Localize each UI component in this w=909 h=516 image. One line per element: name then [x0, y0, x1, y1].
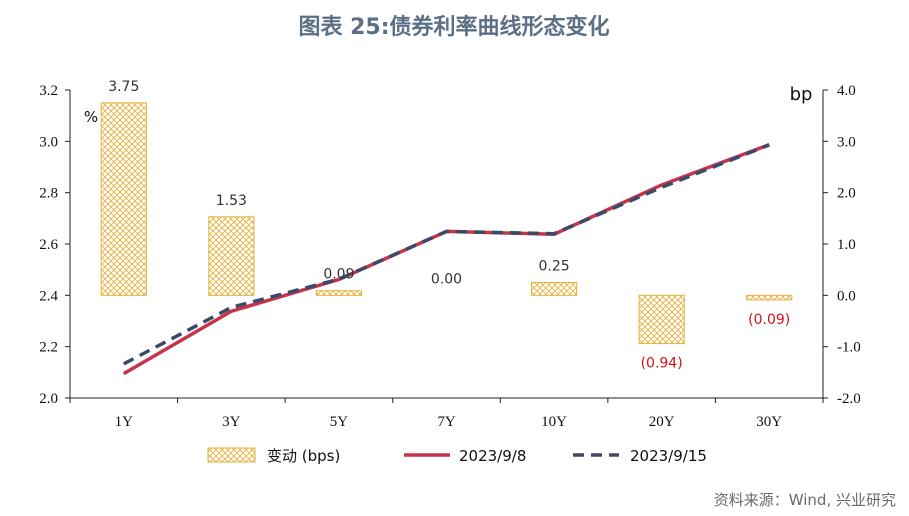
left-tick-label: 3.2 [39, 83, 58, 99]
right-tick-label: 3.0 [837, 134, 856, 150]
bars-group [100, 102, 793, 345]
left-tick-label: 2.4 [39, 288, 58, 304]
right-tick-label: 1.0 [837, 237, 856, 253]
x-tick-label: 20Y [649, 414, 675, 430]
bar-value-label: (0.94) [641, 356, 683, 372]
bar-value-label: 0.09 [323, 267, 354, 283]
right-tick-label: 4.0 [837, 83, 856, 99]
lines-group [122, 143, 770, 376]
left-tick-label: 2.8 [39, 186, 58, 202]
bar-value-label: 3.75 [108, 79, 139, 95]
bar-value-label: (0.09) [748, 312, 790, 328]
x-tick-label: 10Y [541, 414, 567, 430]
x-tick-label: 30Y [756, 414, 782, 430]
left-tick-label: 2.2 [39, 340, 58, 356]
change-bar [746, 294, 793, 301]
bar-value-label: 1.53 [216, 193, 247, 209]
bar-value-label: 0.25 [538, 259, 569, 275]
left-tick-label: 2.0 [39, 391, 58, 407]
legend-line-label-sep15: 2023/9/15 [630, 447, 707, 465]
change-bar [208, 216, 255, 296]
right-axis-unit: bp [790, 84, 813, 105]
change-bar [100, 102, 147, 296]
bar-value-label: 0.00 [431, 271, 462, 287]
data-labels-group: 3.75 1.53 0.09 0.00 0.25 (0.94) (0.09) [108, 79, 790, 372]
axes: 2.0 2.2 2.4 2.6 2.8 3.0 3.2 -2.0 -1.0 0.0 1.0 2.0 3.… [39, 83, 861, 430]
chart-title: 图表 25:债券利率曲线形态变化 [298, 14, 609, 40]
x-tick-label: 3Y [222, 414, 241, 430]
x-tick-label: 1Y [115, 414, 134, 430]
legend-line-label-sep8: 2023/9/8 [459, 447, 526, 465]
left-axis-unit: % [84, 108, 98, 126]
x-tick-label: 5Y [330, 414, 349, 430]
right-tick-label: 0.0 [837, 288, 856, 304]
left-tick-label: 2.6 [39, 237, 58, 253]
right-tick-label: 2.0 [837, 186, 856, 202]
legend: 变动 (bps) 2023/9/8 2023/9/15 [207, 447, 707, 465]
source-note: 资料来源：Wind, 兴业研究 [714, 491, 896, 509]
right-tick-label: -1.0 [837, 340, 861, 356]
legend-bar-label: 变动 (bps) [267, 447, 340, 465]
yield-line-sep15 [122, 143, 770, 366]
left-tick-label: 3.0 [39, 134, 58, 150]
change-bar [530, 282, 578, 296]
change-bar [638, 294, 685, 345]
change-bar [315, 290, 363, 296]
right-tick-label: -2.0 [837, 391, 861, 407]
legend-bar-swatch [207, 447, 256, 463]
x-tick-label: 7Y [437, 414, 456, 430]
